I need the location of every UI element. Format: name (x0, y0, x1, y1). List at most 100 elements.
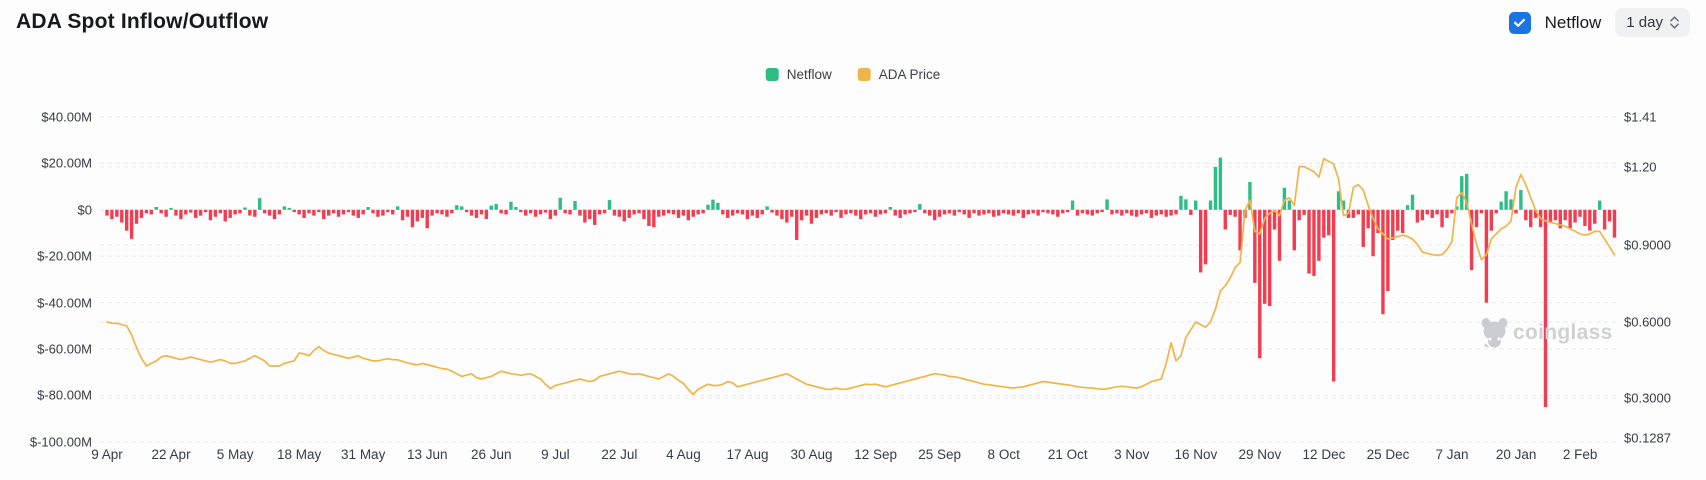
netflow-bar (1464, 173, 1469, 210)
netflow-bar (1351, 209, 1356, 218)
netflow-bar (726, 209, 730, 218)
netflow-bar (297, 209, 301, 215)
netflow-bar (1435, 209, 1439, 215)
netflow-bar (1198, 209, 1203, 273)
netflow-bar (351, 209, 356, 216)
netflow-bar (1489, 209, 1494, 231)
netflow-bar (563, 209, 567, 214)
netflow-bar (760, 209, 764, 215)
legend-item-netflow[interactable]: Netflow (765, 67, 832, 82)
netflow-bar (125, 209, 129, 231)
netflow-bar (893, 209, 897, 216)
netflow-bar (1302, 209, 1306, 215)
x-axis-label: 9 Apr (91, 447, 123, 462)
legend-label: Netflow (786, 67, 832, 82)
netflow-bar (1292, 209, 1296, 251)
netflow-bar (859, 209, 863, 220)
netflow-bar (1036, 209, 1040, 216)
netflow-bar (386, 209, 390, 213)
netflow-bar (376, 209, 380, 217)
netflow-bar (809, 209, 814, 224)
netflow-bar (1568, 209, 1572, 229)
netflow-bar (1287, 200, 1292, 210)
netflow-bar (765, 206, 769, 210)
netflow-bar (1006, 209, 1011, 215)
netflow-bar (913, 209, 917, 213)
x-axis-label: 4 Aug (666, 447, 701, 462)
netflow-bar (755, 209, 759, 218)
netflow-bar (1194, 200, 1198, 210)
interval-select[interactable]: 1 day (1615, 8, 1690, 37)
netflow-bar (361, 209, 365, 215)
netflow-bar (499, 209, 503, 214)
netflow-bar (1085, 209, 1090, 215)
netflow-bar (189, 209, 193, 213)
chevron-up-down-icon (1670, 16, 1679, 29)
netflow-bar (336, 209, 341, 217)
netflow-checkbox[interactable] (1508, 11, 1531, 34)
netflow-bar (701, 209, 705, 214)
netflow-bar (849, 209, 853, 214)
netflow-bar (573, 200, 577, 210)
netflow-bar (1095, 209, 1099, 214)
netflow-bar (1213, 166, 1218, 210)
netflow-bar (780, 209, 784, 220)
netflow-bar (1474, 209, 1479, 228)
netflow-bar (878, 209, 883, 215)
netflow-bar (282, 206, 287, 210)
netflow-bar (735, 209, 740, 214)
netflow-bar (110, 209, 114, 220)
netflow-bar (1400, 209, 1405, 233)
netflow-bar (1509, 199, 1513, 210)
netflow-bar (425, 209, 429, 229)
netflow-bar (420, 209, 424, 218)
netflow-bar (258, 198, 262, 210)
netflow-bar (1504, 191, 1508, 210)
y-axis-right-label: $0.1287 (1624, 430, 1671, 446)
legend-item-ada-price[interactable]: ADA Price (857, 67, 941, 82)
netflow-bar (622, 209, 626, 222)
netflow-bar (435, 209, 439, 214)
netflow-bar (469, 209, 474, 216)
legend-label: ADA Price (878, 67, 941, 82)
netflow-bar (947, 209, 952, 214)
netflow-bar (415, 209, 420, 222)
netflow-bar (1223, 209, 1227, 230)
netflow-bar (661, 209, 666, 216)
netflow-bar (1218, 157, 1223, 210)
netflow-bar (711, 199, 715, 210)
y-axis-left-label: $-80.00M (37, 387, 92, 403)
netflow-bar (455, 205, 459, 210)
netflow-bar (548, 209, 553, 220)
netflow-bar (1001, 209, 1006, 214)
x-axis-label: 26 Jun (471, 447, 512, 462)
netflow-bar (1450, 209, 1454, 214)
netflow-bar (213, 209, 218, 217)
netflow-bar (405, 209, 410, 217)
netflow-bar (312, 209, 316, 216)
netflow-bar (1174, 209, 1178, 215)
netflow-bar (1011, 209, 1016, 216)
x-axis-label: 25 Sep (918, 447, 962, 462)
netflow-bar (883, 209, 888, 214)
netflow-bar (790, 209, 794, 217)
netflow-bar (642, 209, 646, 220)
netflow-bar (745, 209, 750, 220)
netflow-bar (1573, 209, 1577, 223)
netflow-bar (829, 209, 833, 216)
netflow-bar (671, 209, 676, 215)
netflow-bar (243, 207, 247, 210)
netflow-bar (272, 209, 277, 220)
netflow-bar (1558, 209, 1562, 229)
netflow-bar (1381, 209, 1385, 315)
netflow-bar (785, 209, 789, 223)
netflow-bar (553, 209, 558, 216)
netflow-bar (1425, 209, 1429, 215)
netflow-bar (248, 209, 252, 216)
netflow-bar (1169, 209, 1173, 216)
y-axis-left-label: $40.00M (41, 109, 92, 125)
netflow-bar (1061, 209, 1065, 214)
netflow-bar (105, 209, 109, 216)
y-axis-right-label: $1.41 (1624, 109, 1657, 125)
